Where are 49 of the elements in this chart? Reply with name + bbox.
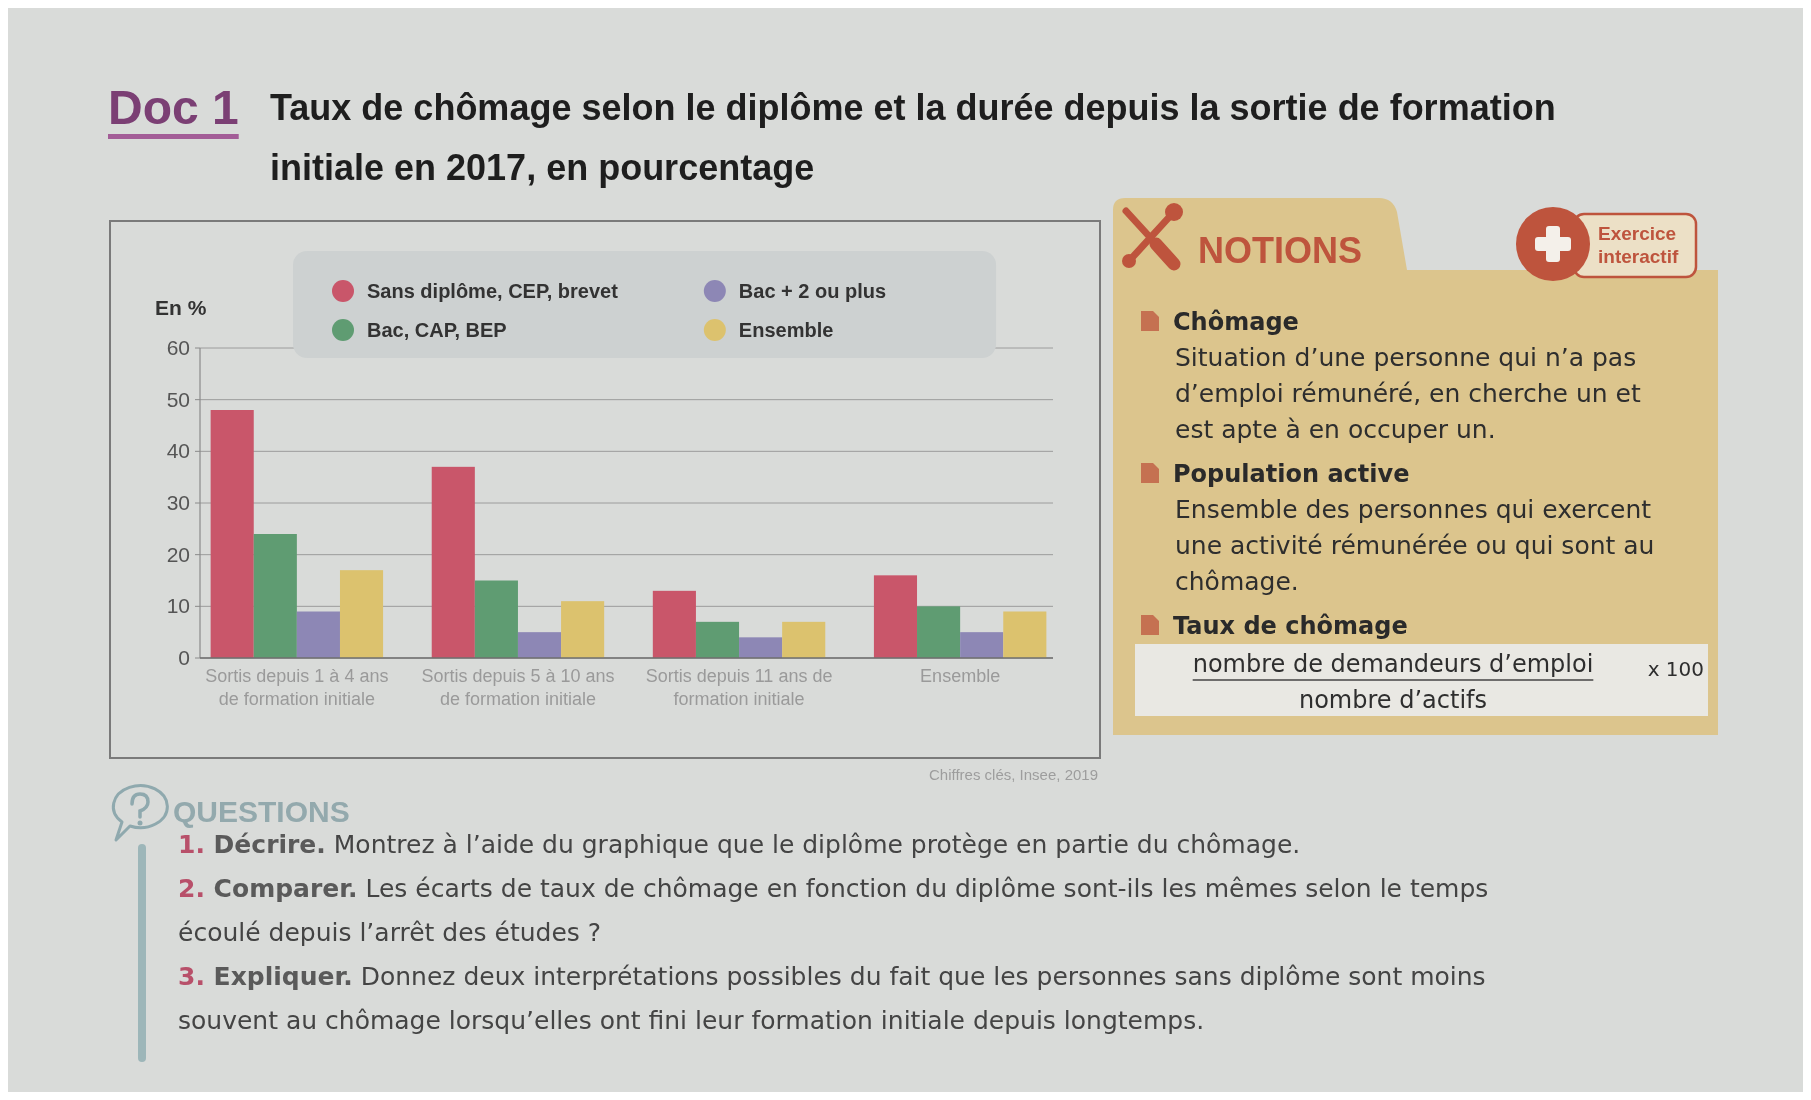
legend-label: Sans diplôme, CEP, brevet xyxy=(367,280,619,302)
text: 1. Décrire. Montrez à l’aide du graphique que le diplôme protège en partie du chômage. xyxy=(178,830,1301,859)
bar xyxy=(253,534,297,658)
text: Population active xyxy=(1173,460,1410,488)
text: Taux de chômage xyxy=(1173,612,1408,640)
bar xyxy=(431,466,475,658)
text: 2. Comparer. Les écarts de taux de chômage en fonction du diplôme sont-ils les mêmes selon le temps écoulé depuis l’arrêt des études ? xyxy=(178,874,1489,947)
text: x 100 xyxy=(1647,657,1704,681)
text: Ensemble des personnes qui exercent une activité rémunérée ou qui sont au chômage. xyxy=(1175,495,1655,596)
chart-title: Taux de chômage selon le diplôme et la durée depuis la sortie de formation initiale en 2017, en pourcentage xyxy=(270,87,1556,188)
y-tick-label: 0 xyxy=(178,646,190,669)
text: Chiffres clés, Insee, 2019 xyxy=(929,766,1098,783)
text: Exercice interactif xyxy=(1598,223,1679,267)
y-tick-label: 50 xyxy=(166,387,190,411)
text: Situation d’une personne qui n’a pas d’emploi rémunéré, en cherche un et est apte à en occuper un. xyxy=(1175,343,1641,444)
bar xyxy=(561,601,605,658)
bar xyxy=(917,606,961,658)
y-axis-title: En % xyxy=(155,296,207,319)
y-tick-label: 60 xyxy=(166,336,190,359)
bar xyxy=(960,632,1004,658)
text: NOTIONS xyxy=(1198,230,1363,271)
legend-label: Ensemble xyxy=(738,319,834,341)
legend-label: Bac + 2 ou plus xyxy=(738,280,887,302)
bar xyxy=(517,632,562,658)
bar xyxy=(296,611,340,658)
bar xyxy=(474,580,518,658)
y-tick-label: 20 xyxy=(166,542,190,566)
bar xyxy=(210,410,254,658)
bar xyxy=(1003,611,1047,658)
legend-label: Bac, CAP, BEP xyxy=(367,319,507,341)
y-tick-label: 40 xyxy=(166,439,190,463)
bar xyxy=(873,575,918,658)
bar xyxy=(739,637,783,658)
text: Chômage xyxy=(1173,308,1299,336)
y-tick-label: 10 xyxy=(166,594,190,618)
text: 3. Expliquer. Donnez deux interprétations possibles du fait que les personnes sans diplôme sont moins souvent au chômage lorsqu’elles ont fini leur formation initiale depuis longtemps. xyxy=(178,962,1486,1035)
x-tick-label: Sortis depuis 5 à 10 ans de formation initiale xyxy=(421,666,615,709)
text: nombre de demandeurs d’emploi xyxy=(1192,650,1594,678)
bar xyxy=(782,621,826,658)
y-tick-label: 30 xyxy=(166,491,190,514)
x-tick-label: Sortis depuis 1 à 4 ans de formation initiale xyxy=(205,666,389,709)
text: QUESTIONS xyxy=(173,795,350,828)
text: nombre d’actifs xyxy=(1298,686,1488,714)
x-tick-label: Sortis depuis 11 ans de formation initiale xyxy=(645,666,833,709)
bar xyxy=(695,621,740,658)
text: Doc 1 xyxy=(108,81,239,134)
x-tick-label: Ensemble xyxy=(920,666,1001,686)
bar xyxy=(339,570,384,658)
bar xyxy=(652,590,696,658)
